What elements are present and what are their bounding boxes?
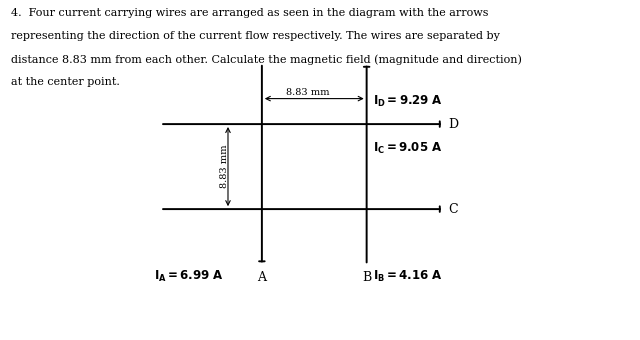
Text: C: C bbox=[449, 203, 458, 216]
Text: distance 8.83 mm from each other. Calculate the magnetic field (magnitude and di: distance 8.83 mm from each other. Calcul… bbox=[11, 54, 522, 65]
Text: $\mathbf{I_D = 9.29\ A}$: $\mathbf{I_D = 9.29\ A}$ bbox=[372, 94, 442, 109]
Text: $\mathbf{I_B = 4.16\ A}$: $\mathbf{I_B = 4.16\ A}$ bbox=[372, 269, 442, 284]
Text: 4.  Four current carrying wires are arranged as seen in the diagram with the arr: 4. Four current carrying wires are arran… bbox=[11, 8, 488, 18]
Text: $\mathbf{I_C = 9.05\ A}$: $\mathbf{I_C = 9.05\ A}$ bbox=[372, 141, 442, 156]
Text: D: D bbox=[449, 118, 459, 131]
Text: A: A bbox=[257, 271, 266, 284]
Text: representing the direction of the current flow respectively. The wires are separ: representing the direction of the curren… bbox=[11, 31, 500, 41]
Text: B: B bbox=[362, 271, 371, 284]
Text: 8.83 mm: 8.83 mm bbox=[286, 88, 330, 97]
Text: 8.83 mm: 8.83 mm bbox=[220, 145, 229, 188]
Text: $\mathbf{I_A = 6.99\ A}$: $\mathbf{I_A = 6.99\ A}$ bbox=[154, 269, 223, 284]
Text: at the center point.: at the center point. bbox=[11, 77, 120, 87]
